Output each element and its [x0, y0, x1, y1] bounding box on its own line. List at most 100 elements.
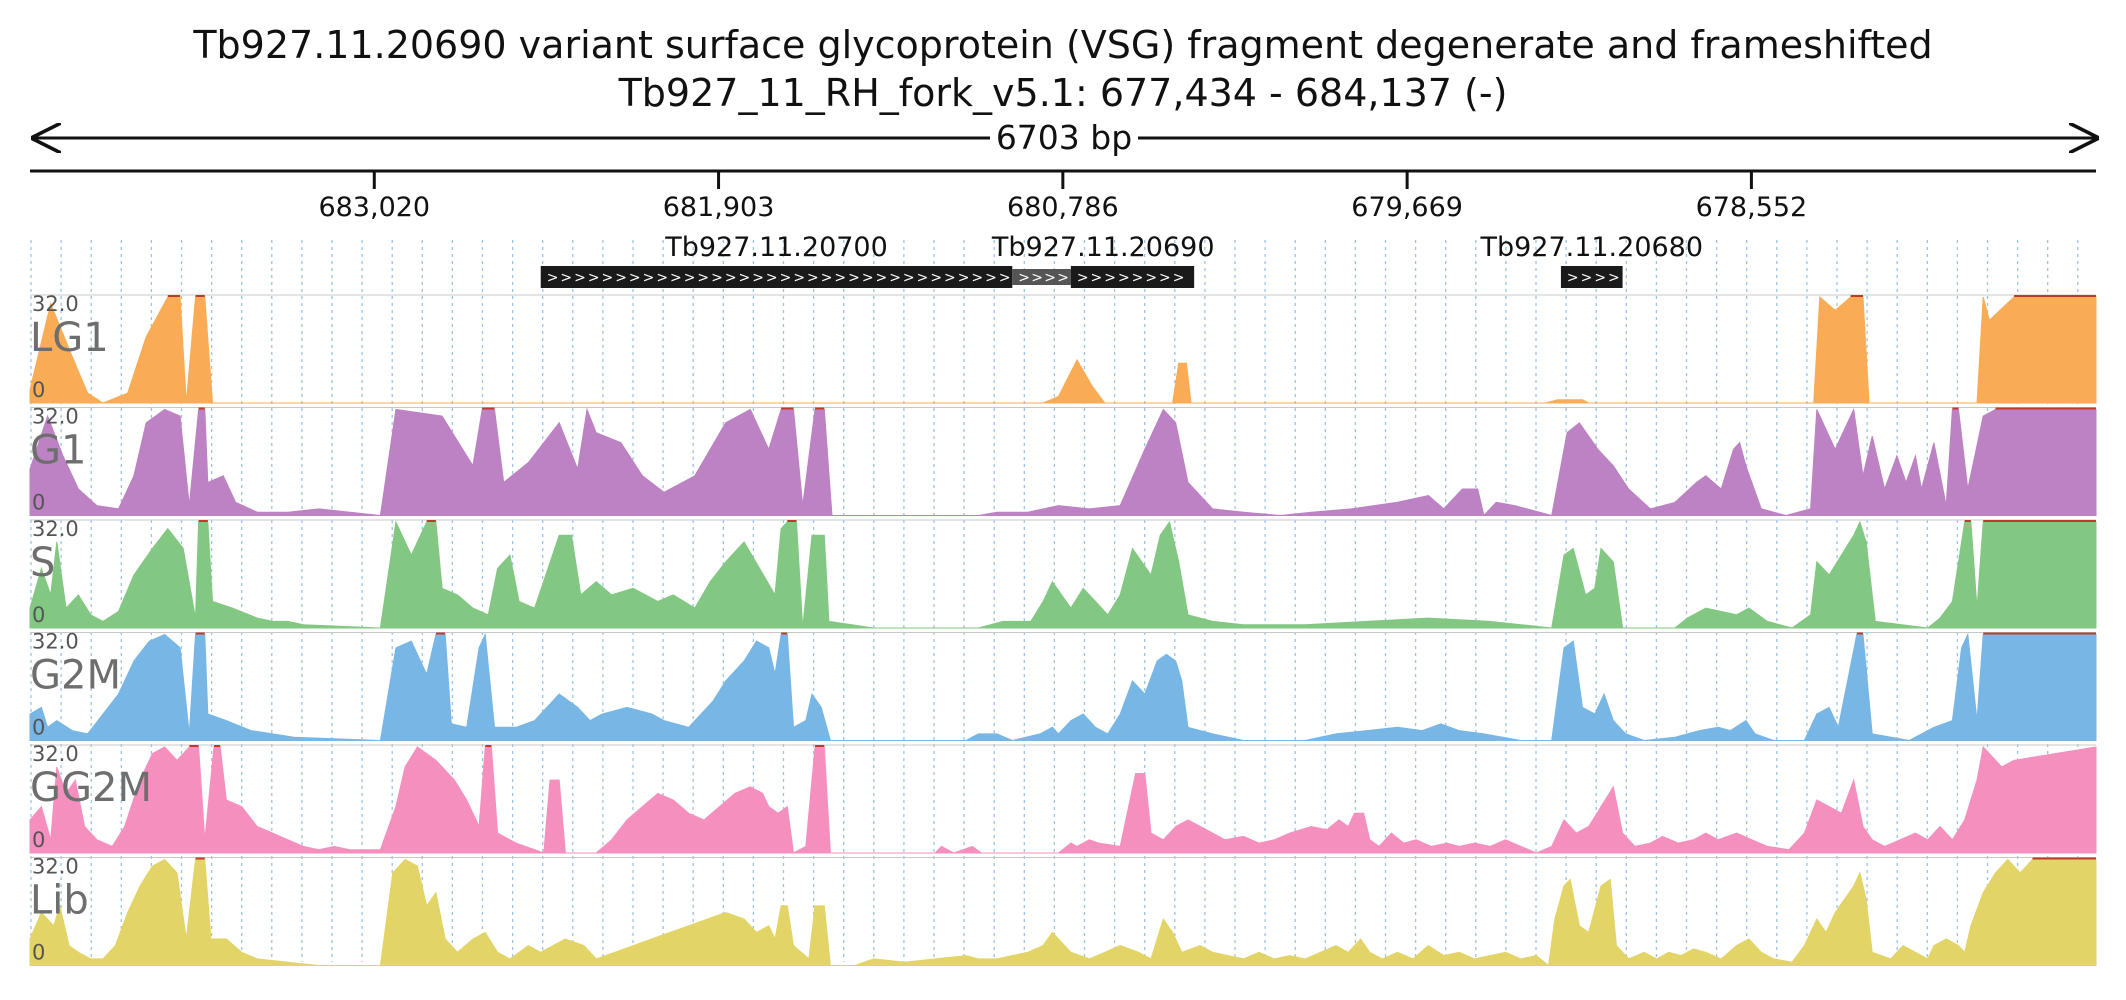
track-s: 32.0 0 S: [29, 517, 2097, 629]
ruler-tick-label: 681,903: [663, 192, 775, 223]
strand-chevron: >: [1594, 270, 1606, 286]
strand-chevron: >: [1018, 270, 1030, 286]
strand-chevron: >: [739, 270, 751, 286]
strand-chevron: >: [1031, 270, 1043, 286]
gene-body: [540, 266, 1013, 288]
strand-chevron: >: [1581, 270, 1593, 286]
ruler-tick-label: 678,552: [1696, 192, 1808, 223]
track-name: GG2M: [30, 765, 152, 811]
track-g2m: 32.0 0 G2M: [29, 630, 2097, 742]
strand-chevron: >: [780, 270, 792, 286]
strand-chevron: >: [670, 270, 682, 286]
strand-chevron: >: [930, 270, 942, 286]
coverage-area: [29, 520, 2097, 629]
strand-chevron: >: [1145, 270, 1157, 286]
track-g1: 32.0 0 G1: [29, 405, 2097, 517]
track-scale-max: 32.0: [32, 292, 79, 316]
strand-chevron: >: [711, 270, 723, 286]
strand-chevron: >: [725, 270, 737, 286]
track-scale-min: 0: [32, 941, 45, 965]
strand-chevron: >: [629, 270, 641, 286]
track-name: G2M: [30, 653, 121, 699]
track-scale-max: 32.0: [32, 517, 79, 541]
coverage-tracks: 32.00LG132.00G132.00S32.00G2M32.00GG2M32…: [29, 292, 2097, 967]
ruler-tick-label: 680,786: [1007, 192, 1119, 223]
track-scale-max: 32.0: [32, 630, 79, 654]
strand-chevron: >: [985, 270, 997, 286]
strand-chevron: >: [1104, 270, 1116, 286]
gene-body: [1560, 266, 1623, 288]
coverage-area: [29, 295, 2097, 404]
ruler-tick-label: 683,020: [318, 192, 430, 223]
strand-chevron: >: [971, 270, 983, 286]
strand-chevron: >: [615, 270, 627, 286]
gene-utr: [1012, 269, 1071, 285]
strand-chevron: >: [560, 270, 572, 286]
track-lg1: 32.0 0 LG1: [29, 292, 2097, 404]
strand-chevron: >: [1132, 270, 1144, 286]
strand-chevron: >: [588, 270, 600, 286]
track-name: S: [30, 540, 55, 586]
gene-label: Tb927.11.20700: [664, 232, 888, 263]
track-scale-max: 32.0: [32, 742, 79, 766]
coverage-area: [29, 745, 2097, 854]
track-scale-min: 0: [32, 828, 45, 852]
coverage-area: [29, 632, 2097, 742]
strand-chevron: >: [1091, 270, 1103, 286]
strand-chevron: >: [547, 270, 559, 286]
track-name: G1: [30, 428, 86, 474]
track-lib: 32.0 0 Lib: [29, 855, 2097, 967]
track-scale-max: 32.0: [32, 855, 79, 879]
track-scale-min: 0: [32, 716, 45, 740]
strand-chevron: >: [793, 270, 805, 286]
strand-chevron: >: [1159, 270, 1171, 286]
coverage-area: [29, 858, 2097, 967]
gene-Tb927.11.20690: > > > > > > > > > > > >Tb927.11.20690: [991, 232, 1215, 288]
strand-chevron: >: [1608, 270, 1620, 286]
strand-chevron: >: [1118, 270, 1130, 286]
strand-chevron: >: [807, 270, 819, 286]
strand-chevron: >: [862, 270, 874, 286]
track-name: Lib: [30, 878, 89, 924]
strand-chevron: >: [602, 270, 614, 286]
strand-chevron: >: [958, 270, 970, 286]
strand-chevron: >: [903, 270, 915, 286]
strand-chevron: >: [1567, 270, 1579, 286]
gene-Tb927.11.20680: > > > >Tb927.11.20680: [1479, 232, 1703, 288]
strand-chevron: >: [821, 270, 833, 286]
track-scale-min: 0: [32, 603, 45, 627]
track-scale-min: 0: [32, 491, 45, 515]
strand-chevron: >: [1077, 270, 1089, 286]
strand-chevron: >: [889, 270, 901, 286]
gene-body: [1070, 266, 1195, 288]
strand-chevron: >: [1057, 270, 1069, 286]
strand-chevron: >: [752, 270, 764, 286]
strand-chevron: >: [1173, 270, 1185, 286]
strand-chevron: >: [656, 270, 668, 286]
track-name: LG1: [30, 315, 109, 361]
gene-label: Tb927.11.20680: [1479, 232, 1703, 263]
track-gg2m: 32.0 0 GG2M: [29, 742, 2097, 854]
gene-label: Tb927.11.20690: [991, 232, 1215, 263]
strand-chevron: >: [1044, 270, 1056, 286]
strand-chevron: >: [917, 270, 929, 286]
strand-chevron: >: [999, 270, 1011, 286]
strand-chevron: >: [834, 270, 846, 286]
figure-title: Tb927.11.20690 variant surface glycoprot…: [192, 23, 1932, 67]
figure-subtitle: Tb927_11_RH_fork_v5.1: 677,434 - 684,137…: [618, 71, 1508, 115]
strand-chevron: >: [876, 270, 888, 286]
strand-chevron: >: [684, 270, 696, 286]
track-scale-max: 32.0: [32, 405, 79, 429]
strand-chevron: >: [643, 270, 655, 286]
ruler-ticks: 683,020 681,903 680,786 679,669 678,552: [318, 171, 1807, 223]
gene-Tb927.11.20700: > > > > > > > > > > > > > > > > > > > > > > > > > > > > > > > > > >Tb927.…: [540, 232, 1013, 288]
span-length-label: 6703 bp: [996, 118, 1132, 157]
gene-models: > > > > > > > > > > > > > > > > > > > > > > > > > > > > > > > > > >Tb927.…: [540, 232, 1703, 288]
track-scale-min: 0: [32, 378, 45, 402]
coverage-area: [29, 407, 2097, 517]
ruler-tick-label: 679,669: [1351, 192, 1463, 223]
strand-chevron: >: [574, 270, 586, 286]
strand-chevron: >: [697, 270, 709, 286]
